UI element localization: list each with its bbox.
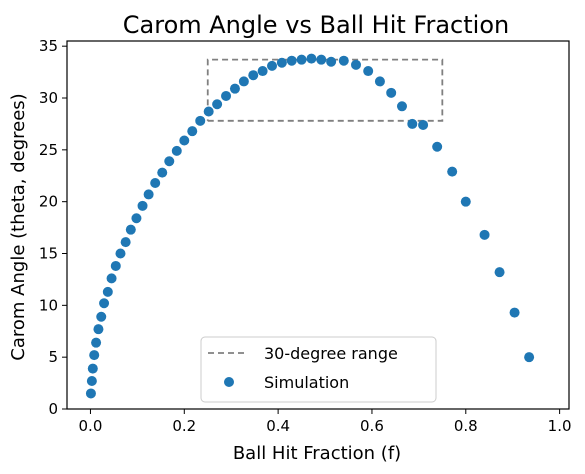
scatter-point <box>432 141 443 152</box>
scatter-point <box>120 237 131 248</box>
legend-label-range: 30-degree range <box>264 344 398 363</box>
chart-title: Carom Angle vs Ball Hit Fraction <box>123 11 509 39</box>
scatter-point <box>238 76 249 87</box>
x-tick-label: 0.8 <box>454 417 478 435</box>
scatter-point <box>89 350 100 361</box>
scatter-point <box>363 66 374 77</box>
scatter-point <box>125 224 136 235</box>
y-axis-label: Carom Angle (theta, degrees) <box>8 93 29 360</box>
y-tick-label: 15 <box>39 245 58 263</box>
y-tick-label: 30 <box>39 89 58 107</box>
y-tick-label: 20 <box>39 193 58 211</box>
scatter-point <box>229 83 240 94</box>
scatter-point <box>143 189 154 200</box>
scatter-point <box>87 363 98 374</box>
scatter-point <box>418 119 429 130</box>
scatter-point <box>494 267 505 278</box>
scatter-point <box>91 337 102 348</box>
x-tick-label: 0.4 <box>266 417 290 435</box>
scatter-point <box>296 54 307 65</box>
y-tick-label: 5 <box>48 348 58 366</box>
x-tick-label: 0.6 <box>360 417 384 435</box>
scatter-point <box>85 388 96 399</box>
scatter-point <box>306 53 317 64</box>
scatter-point <box>407 118 418 129</box>
y-tick-label: 0 <box>48 400 58 418</box>
y-axis-ticks: 0 5 10 15 20 25 30 35 <box>39 37 67 418</box>
scatter-point <box>106 273 117 284</box>
scatter-point <box>257 66 268 77</box>
scatter-point <box>131 213 142 224</box>
chart-marks <box>85 53 535 399</box>
scatter-point <box>316 54 327 65</box>
y-tick-label: 35 <box>39 37 58 55</box>
scatter-point <box>221 90 232 101</box>
x-tick-label: 1.0 <box>548 417 572 435</box>
plot-frame <box>66 40 570 410</box>
scatter-point <box>338 55 349 66</box>
scatter-point <box>110 260 121 271</box>
scatter-point <box>286 55 297 66</box>
scatter-point <box>96 311 107 322</box>
scatter-point <box>157 167 168 178</box>
scatter-point <box>179 135 190 146</box>
scatter-point <box>479 229 490 240</box>
legend-box <box>200 336 437 403</box>
x-axis-label: Ball Hit Fraction (f) <box>233 443 401 464</box>
scatter-point <box>460 196 471 207</box>
scatter-point <box>351 59 362 70</box>
scatter-point <box>102 286 113 297</box>
scatter-point <box>171 145 182 156</box>
scatter-point <box>276 57 287 68</box>
scatter-point <box>137 200 148 211</box>
scatter-point <box>195 115 206 126</box>
scatter-point <box>509 307 520 318</box>
scatter-point <box>267 60 278 71</box>
scatter-point <box>386 87 397 98</box>
scatter-point <box>93 324 104 335</box>
legend: 30-degree range Simulation <box>200 336 437 403</box>
scatter-point <box>203 106 214 117</box>
scatter-point <box>248 70 259 81</box>
scatter-point <box>396 101 407 112</box>
scatter-point <box>326 56 337 67</box>
y-tick-label: 10 <box>39 296 58 314</box>
scatter-point <box>150 178 161 189</box>
scatter-point <box>86 376 97 387</box>
scatter-point <box>374 76 385 87</box>
scatter-point <box>164 156 175 167</box>
scatter-point <box>187 126 198 137</box>
x-tick-label: 0.2 <box>172 417 196 435</box>
legend-label-simulation: Simulation <box>264 373 349 392</box>
scatter-point <box>447 166 458 177</box>
scatter-point <box>524 352 535 363</box>
x-tick-label: 0.0 <box>79 417 103 435</box>
y-tick-label: 25 <box>39 141 58 159</box>
legend-marker-simulation <box>224 377 234 387</box>
range-box-line <box>206 58 444 122</box>
scatter-point <box>99 298 110 309</box>
x-axis-ticks: 0.0 0.2 0.4 0.6 0.8 1.0 <box>79 409 572 435</box>
scatter-point <box>115 248 126 259</box>
scatter-point <box>212 99 223 110</box>
